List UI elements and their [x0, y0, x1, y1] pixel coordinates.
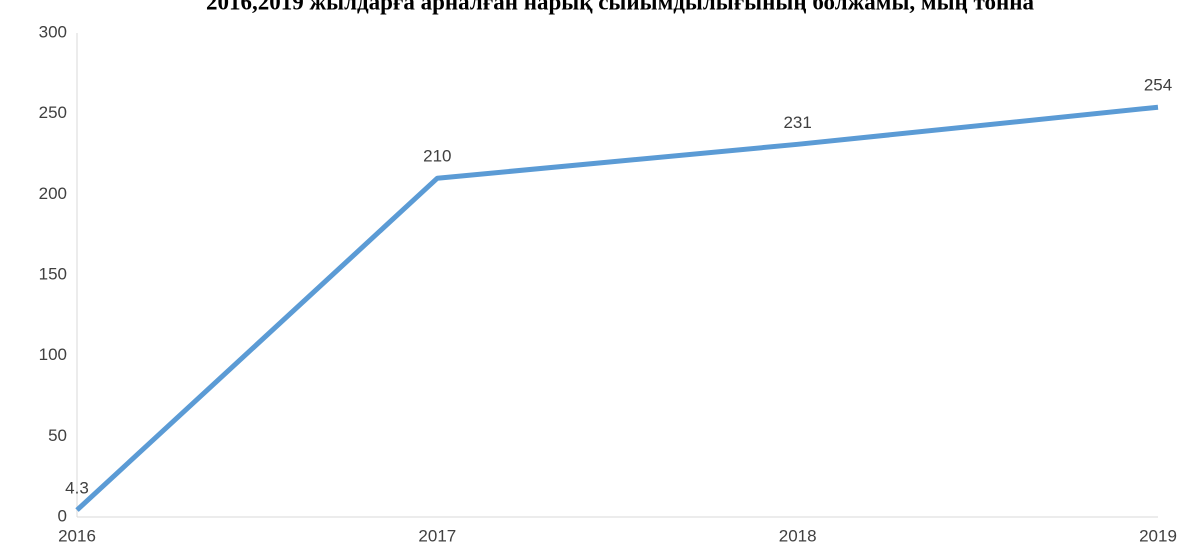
y-tick-label: 0 [58, 506, 67, 525]
chart-title: 2016,2019 жылдарға арналған нарық сыйымд… [206, 0, 1035, 14]
data-label: 254 [1144, 76, 1172, 95]
x-tick-label: 2019 [1139, 526, 1177, 545]
x-tick-label: 2016 [58, 526, 96, 545]
x-tick-label: 2018 [779, 526, 817, 545]
y-tick-label: 150 [39, 264, 67, 283]
y-tick-label: 50 [48, 426, 67, 445]
line-series [75, 104, 1159, 512]
x-tick-label: 2017 [418, 526, 456, 545]
y-tick-label: 200 [39, 184, 67, 203]
y-tick-label: 100 [39, 345, 67, 364]
y-tick-label: 300 [39, 22, 67, 41]
data-label: 231 [783, 113, 811, 132]
data-label: 210 [423, 147, 451, 166]
data-label: 4.3 [65, 479, 89, 498]
y-tick-label: 250 [39, 103, 67, 122]
